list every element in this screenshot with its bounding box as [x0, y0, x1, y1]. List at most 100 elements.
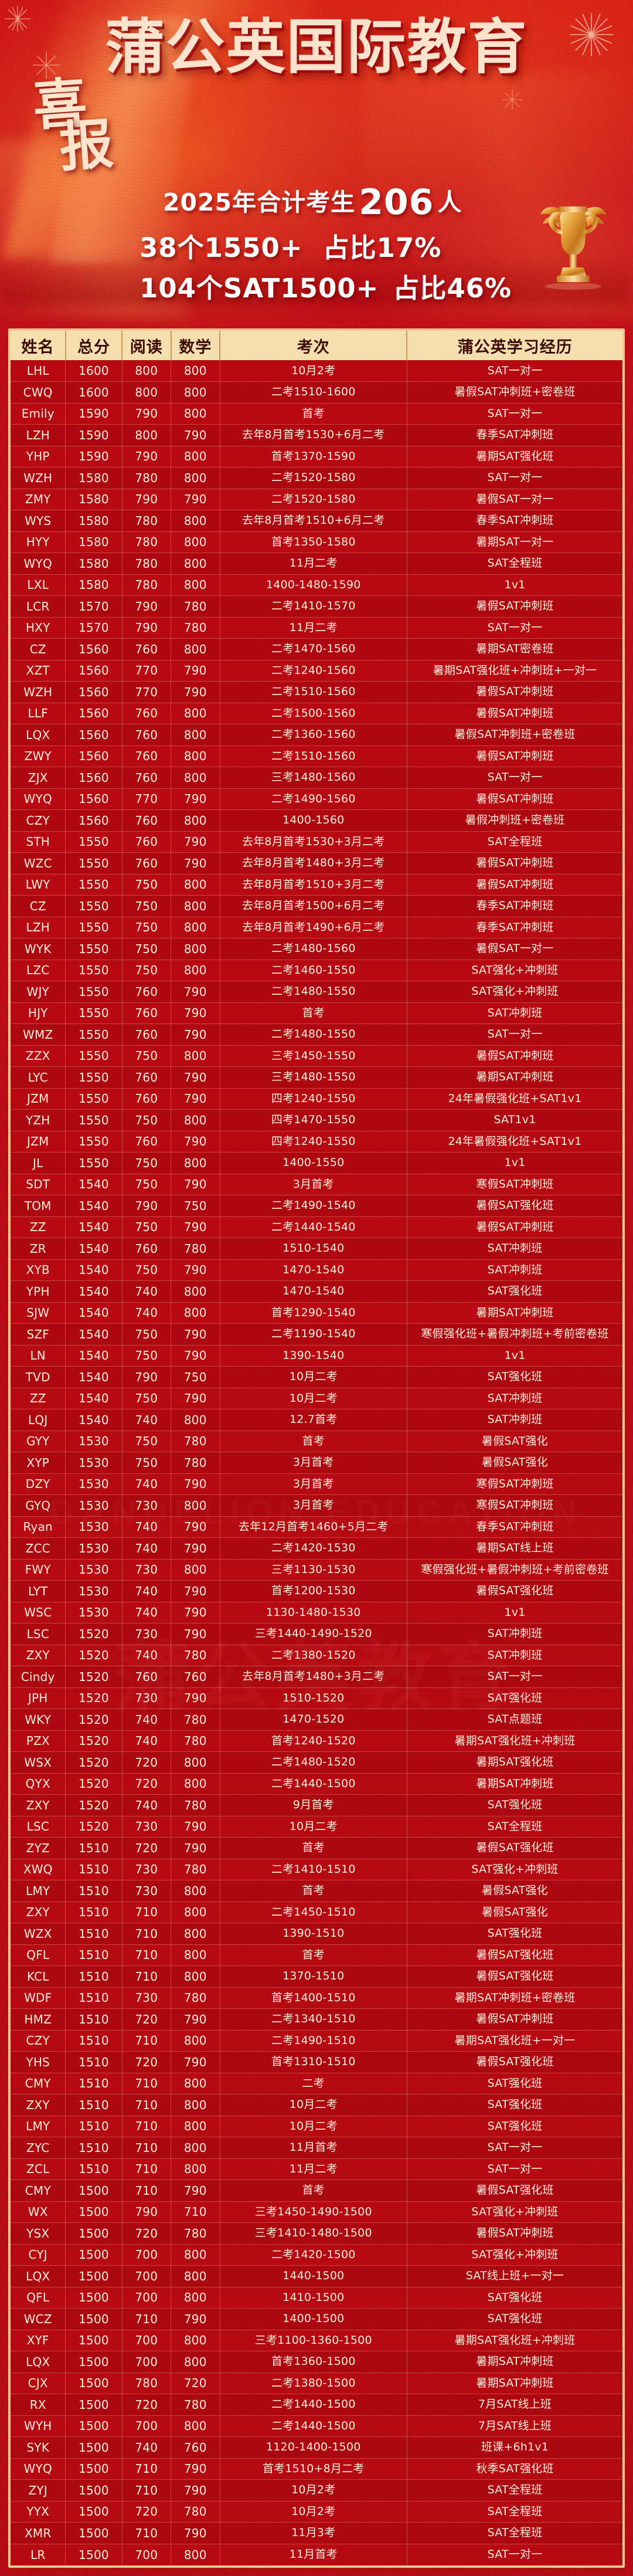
cell-reading: 750: [122, 1216, 172, 1238]
cell-history: 24年暑假强化班+SAT1v1: [407, 1131, 622, 1153]
cell-reading: 710: [122, 2458, 172, 2480]
cell-total: 1560: [65, 660, 122, 682]
cell-name: WYQ: [11, 553, 66, 575]
cell-reading: 790: [122, 1366, 172, 1388]
cell-session: 首考: [220, 1880, 407, 1902]
cell-name: JL: [11, 1152, 66, 1174]
results-table: 姓名 总分 阅读 数学 考次 蒲公英学习经历 LHL 1600 800 800 10月2考 SAT一…: [11, 331, 622, 2565]
cell-history: 寒假强化班+暑假冲刺班+考前密卷班: [407, 1323, 622, 1345]
cell-name: YPH: [11, 1280, 66, 1303]
table-row: WZH 1580 780 800 二考1520-1580 SAT一对一: [11, 467, 622, 489]
cell-total: 1520: [65, 1645, 122, 1666]
cell-history: 暑期SAT线上班: [407, 1537, 622, 1560]
cell-reading: 760: [122, 1131, 172, 1153]
table-row: CJX 1500 780 720 二考1380-1500 暑期SAT冲刺班: [11, 2372, 622, 2394]
cell-math: 790: [171, 1023, 220, 1046]
cell-history: 暑假SAT强化班: [407, 1965, 622, 1988]
cell-reading: 700: [122, 2544, 172, 2565]
cell-session: 二考1440-1500: [220, 2394, 407, 2416]
cell-reading: 740: [122, 1473, 172, 1495]
cell-name: HMZ: [11, 2008, 66, 2031]
cell-name: LZH: [11, 917, 66, 938]
cell-session: 二考1490-1510: [220, 2030, 407, 2052]
cell-name: ZYJ: [11, 2479, 66, 2502]
table-row: LXL 1580 780 800 1400-1480-1590 1v1: [11, 574, 622, 596]
cell-math: 790: [171, 1259, 220, 1281]
table-row: JZM 1550 760 790 四考1240-1550 24年暑假强化班+SAT1v1: [11, 1131, 622, 1153]
cell-reading: 750: [122, 874, 172, 896]
cell-name: ZXY: [11, 1902, 66, 1923]
cell-total: 1580: [65, 553, 122, 575]
cell-name: JZM: [11, 1088, 66, 1110]
table-row: GYY 1530 750 780 首考 暑假SAT强化: [11, 1431, 622, 1452]
cell-name: WKY: [11, 1709, 66, 1731]
cell-math: 790: [171, 1216, 220, 1238]
cell-reading: 750: [122, 1388, 172, 1409]
table-row: Cindy 1520 760 760 去年8月首考1480+3月二考 SAT一对一: [11, 1666, 622, 1688]
cell-session: 1510-1540: [220, 1238, 407, 1260]
cell-name: WSX: [11, 1751, 66, 1774]
cell-name: ZZX: [11, 1045, 66, 1067]
cell-math: 790: [171, 2522, 220, 2544]
cell-name: JPH: [11, 1687, 66, 1709]
cell-session: 首考: [220, 1944, 407, 1966]
cell-history: 暑假SAT强化班: [407, 1195, 622, 1217]
cell-reading: 700: [122, 2265, 172, 2287]
cell-reading: 760: [122, 703, 172, 724]
cell-math: 800: [171, 1302, 220, 1324]
cell-history: SAT一对一: [407, 767, 622, 789]
page-title: 蒲公英国际教育: [105, 12, 528, 82]
table-row: WJY 1550 760 790 二考1480-1550 SAT强化+冲刺班: [11, 981, 622, 1003]
cell-reading: 780: [122, 531, 172, 553]
cell-session: 1370-1510: [220, 1965, 407, 1988]
cell-total: 1560: [65, 681, 122, 703]
cell-name: LSC: [11, 1816, 66, 1838]
cell-math: 780: [171, 1431, 220, 1452]
table-row: ZJX 1560 760 800 三考1480-1560 SAT一对一: [11, 767, 622, 789]
cell-name: WZH: [11, 467, 66, 489]
cell-total: 1500: [65, 2501, 122, 2523]
cell-session: 首考1360-1500: [220, 2351, 407, 2373]
cell-reading: 770: [122, 681, 172, 703]
cell-name: HJY: [11, 1002, 66, 1024]
cell-name: ZJX: [11, 767, 66, 789]
cell-name: YHP: [11, 446, 66, 467]
cell-math: 790: [171, 1816, 220, 1838]
table-row: WSX 1520 720 800 二考1480-1520 暑期SAT强化班: [11, 1751, 622, 1774]
cell-name: YHS: [11, 2051, 66, 2073]
cell-session: 首考: [220, 1002, 407, 1024]
cell-reading: 720: [122, 1837, 172, 1859]
cell-history: 24年暑假强化班+SAT1v1: [407, 1088, 622, 1110]
cell-math: 800: [171, 1494, 220, 1517]
table-row: WYQ 1580 780 800 11月二考 SAT全程班: [11, 553, 622, 575]
cell-history: 暑期SAT一对一: [407, 531, 622, 553]
table-row: RX 1500 720 780 二考1440-1500 7月SAT线上班: [11, 2394, 622, 2416]
table-row: LCR 1570 790 780 二考1410-1570 暑假SAT冲刺班: [11, 595, 622, 618]
cell-history: 暑假SAT强化: [407, 1452, 622, 1474]
cell-reading: 760: [122, 1066, 172, 1089]
table-row: YHS 1510 720 790 首考1310-1510 暑假SAT强化班: [11, 2051, 622, 2073]
table-row: HMZ 1510 720 790 二考1340-1510 暑假SAT冲刺班: [11, 2008, 622, 2031]
cell-reading: 750: [122, 1431, 172, 1452]
cell-name: FWY: [11, 1559, 66, 1581]
cell-name: XZT: [11, 660, 66, 682]
cell-math: 780: [171, 1987, 220, 2009]
table-row: ZCC 1530 740 790 二考1420-1530 暑期SAT线上班: [11, 1537, 622, 1560]
cell-reading: 760: [122, 1238, 172, 1260]
cell-reading: 740: [122, 1730, 172, 1752]
table-row: WZH 1560 770 790 二考1510-1560 暑假SAT冲刺班: [11, 681, 622, 703]
cell-name: CZ: [11, 638, 66, 660]
cell-total: 1550: [65, 895, 122, 917]
cell-history: 1v1: [407, 1602, 622, 1623]
cell-name: CJX: [11, 2372, 66, 2394]
cell-total: 1550: [65, 1066, 122, 1089]
cell-reading: 780: [122, 574, 172, 596]
table-row: QYX 1520 720 800 二考1440-1500 暑期SAT冲刺班: [11, 1773, 622, 1795]
table-row: ZYC 1510 710 800 11月首考 SAT一对一: [11, 2137, 622, 2159]
cell-reading: 760: [122, 809, 172, 832]
cell-session: 二考1240-1560: [220, 660, 407, 682]
cell-total: 1550: [65, 1088, 122, 1110]
cell-session: 1410-1500: [220, 2287, 407, 2309]
cell-session: 二考1450-1510: [220, 1902, 407, 1923]
cell-reading: 740: [122, 1709, 172, 1731]
